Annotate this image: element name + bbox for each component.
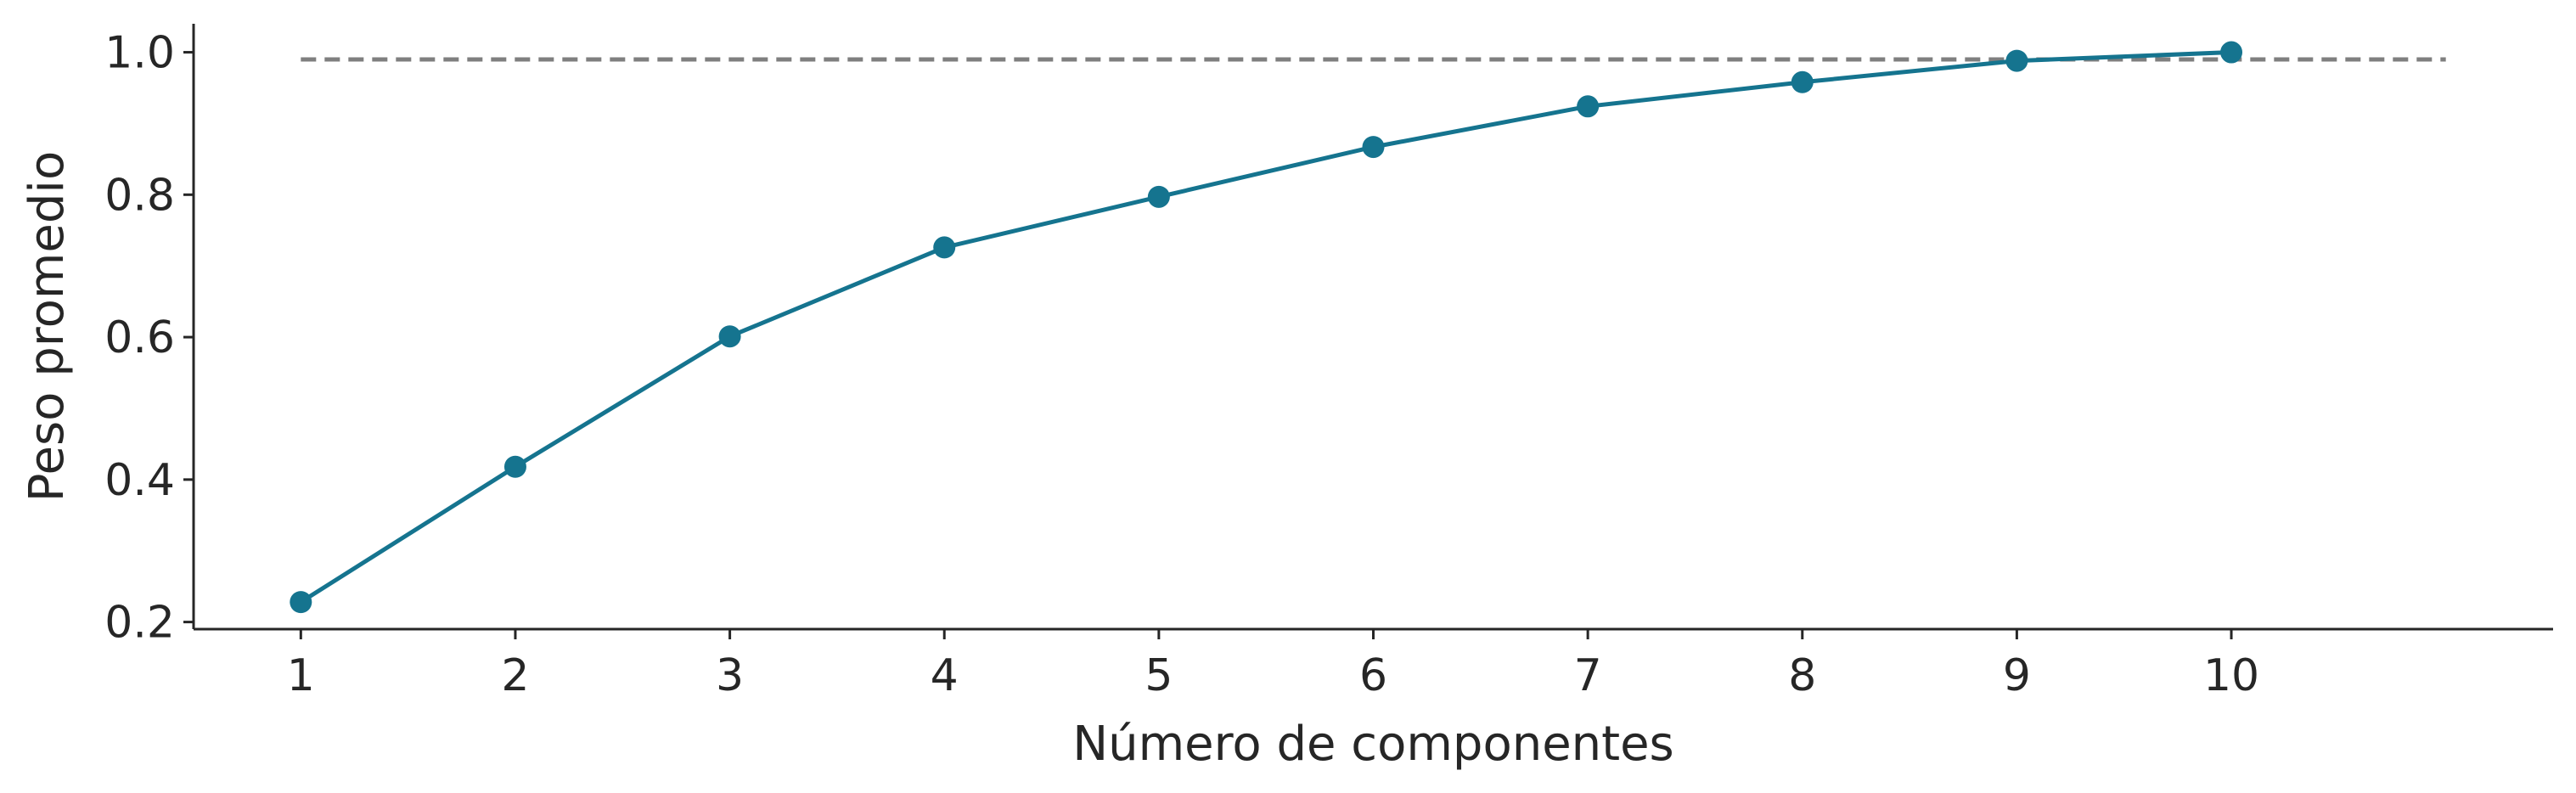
y-tick-label: 0.6 <box>104 312 175 363</box>
data-point <box>290 591 312 614</box>
y-tick-label: 0.2 <box>104 598 175 649</box>
x-tick-label: 7 <box>1574 650 1602 701</box>
data-point <box>718 325 741 348</box>
data-point <box>1791 70 1814 93</box>
y-ticks: 0.2 0.4 0.6 0.8 1.0 <box>104 28 194 649</box>
x-ticks: 1 2 3 4 5 6 7 8 9 10 <box>287 629 2259 701</box>
data-point <box>1362 136 1385 159</box>
x-tick-label: 6 <box>1359 650 1387 701</box>
data-point <box>1577 95 1600 118</box>
plot-area <box>290 41 2446 614</box>
y-axis-title: Peso promedio <box>20 151 75 502</box>
x-tick-label: 8 <box>1788 650 1816 701</box>
series-line <box>299 50 2232 605</box>
x-tick-label: 4 <box>931 650 959 701</box>
data-point <box>1147 185 1170 208</box>
data-point <box>2220 41 2243 64</box>
data-point <box>503 455 526 478</box>
x-tick-label: 2 <box>501 650 529 701</box>
y-tick-label: 0.8 <box>104 170 175 221</box>
x-axis-title: Número de componentes <box>1072 717 1673 772</box>
x-tick-label: 1 <box>287 650 315 701</box>
x-tick-label: 3 <box>716 650 744 701</box>
data-point <box>2005 49 2028 72</box>
x-tick-label: 5 <box>1145 650 1173 701</box>
y-tick-label: 0.4 <box>104 455 175 506</box>
x-tick-label: 10 <box>2203 650 2259 701</box>
y-tick-label: 1.0 <box>104 28 175 79</box>
x-tick-label: 9 <box>2003 650 2031 701</box>
data-point <box>933 236 956 259</box>
